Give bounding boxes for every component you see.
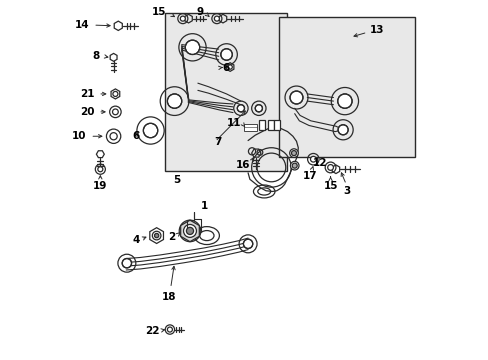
- Text: 15: 15: [324, 181, 338, 192]
- Text: 21: 21: [80, 89, 94, 99]
- Circle shape: [179, 220, 201, 242]
- Text: 19: 19: [93, 181, 107, 191]
- Circle shape: [214, 16, 219, 21]
- Circle shape: [310, 156, 316, 162]
- Circle shape: [289, 149, 298, 157]
- Bar: [278, 17, 414, 157]
- Text: 10: 10: [72, 131, 86, 141]
- Text: 15: 15: [151, 7, 166, 17]
- Circle shape: [180, 16, 185, 21]
- Circle shape: [122, 258, 131, 268]
- Circle shape: [290, 161, 298, 170]
- Polygon shape: [149, 228, 163, 243]
- Text: 1: 1: [201, 201, 207, 211]
- Text: 13: 13: [369, 25, 384, 35]
- Polygon shape: [180, 220, 199, 242]
- Bar: [244, 124, 257, 131]
- Circle shape: [227, 65, 232, 69]
- Circle shape: [327, 165, 333, 170]
- Text: 17: 17: [302, 171, 316, 181]
- Circle shape: [167, 94, 182, 108]
- Text: 6: 6: [222, 63, 229, 73]
- Text: 22: 22: [144, 325, 159, 336]
- Circle shape: [255, 105, 262, 112]
- Circle shape: [98, 167, 102, 172]
- Text: 3: 3: [343, 186, 349, 197]
- Text: 8: 8: [93, 51, 100, 61]
- Bar: [258, 120, 264, 130]
- Circle shape: [337, 94, 351, 108]
- Text: 18: 18: [162, 292, 176, 302]
- Circle shape: [221, 49, 232, 60]
- Circle shape: [186, 227, 193, 234]
- Text: 5: 5: [172, 175, 180, 185]
- Text: 14: 14: [75, 20, 89, 30]
- Text: 4: 4: [132, 235, 140, 245]
- Text: 2: 2: [168, 232, 175, 242]
- Text: 6: 6: [132, 131, 140, 140]
- Circle shape: [167, 327, 172, 332]
- Circle shape: [154, 233, 159, 238]
- Circle shape: [143, 123, 158, 138]
- Circle shape: [237, 105, 244, 112]
- Bar: [273, 120, 279, 130]
- Text: 16: 16: [235, 160, 249, 170]
- Circle shape: [289, 91, 303, 104]
- Circle shape: [291, 150, 296, 156]
- Circle shape: [337, 125, 347, 135]
- Circle shape: [185, 40, 199, 54]
- Bar: [164, 13, 286, 171]
- Circle shape: [110, 133, 117, 140]
- Text: 20: 20: [80, 107, 94, 117]
- Circle shape: [113, 91, 118, 96]
- Circle shape: [183, 225, 196, 237]
- Text: 9: 9: [196, 7, 203, 17]
- Circle shape: [112, 109, 118, 115]
- Circle shape: [292, 163, 297, 168]
- Circle shape: [152, 231, 161, 240]
- Text: 11: 11: [226, 118, 241, 128]
- Text: 12: 12: [313, 158, 327, 168]
- Text: 7: 7: [214, 138, 221, 147]
- Bar: [267, 120, 273, 130]
- Circle shape: [243, 239, 252, 248]
